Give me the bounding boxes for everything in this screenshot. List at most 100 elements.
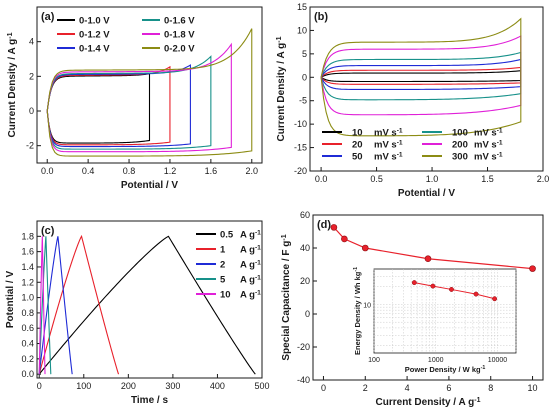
legend-unit-b-1: mV s-1 [374, 139, 403, 151]
x-tick-label-3-0: 0 [321, 383, 326, 393]
y-tick-label-3-2: 0 [305, 309, 310, 319]
inset-x-axis-title: Power Density / W kg-1 [405, 365, 486, 374]
inset-data-point-4 [492, 296, 498, 302]
plot-frame-2 [36, 220, 263, 379]
legend-value-b-0: 10 [352, 128, 363, 139]
legend-value-b-1: 20 [352, 140, 363, 151]
y-axis-title-2: Potential / V [5, 271, 16, 329]
legend-value-c-0: 0.5 [220, 230, 234, 241]
y-tick-label-3-1: -20 [297, 342, 310, 352]
legend-value-c-2: 2 [220, 260, 225, 271]
x-tick-label-2-4: 400 [210, 381, 225, 391]
legend-value-b-2: 50 [352, 152, 363, 163]
panel-2: 0 100 200 300 400 500 0.0 0.2 0.4 0.6 0.8 1.0 1.2 1.4… [5, 220, 270, 406]
x-axis-title-1: Potential / V [398, 188, 456, 199]
x-tick-label-2-3: 300 [165, 381, 180, 391]
x-tick-label-0-3: 1.2 [164, 166, 177, 176]
data-point-d-3 [424, 255, 432, 263]
x-tick-label-0-1: 0.4 [82, 166, 95, 176]
legend-unit-b-3: mV s-1 [474, 127, 503, 139]
legend-value-b-3: 100 [452, 128, 468, 139]
x-axis-title-3: Current Density / A g-1 [376, 397, 481, 409]
panel-0: 0.0 0.4 0.8 1.2 1.6 2.0 -2 0 2 4 Potential / V Curr… [7, 6, 263, 191]
x-tick-label-3-1: 2 [363, 383, 368, 393]
x-axis-title-2: Time / s [131, 395, 168, 406]
series-line-a-2 [46, 64, 191, 148]
y-tick-label-3-0: -40 [297, 375, 310, 385]
x-axis-title-0: Potential / V [121, 180, 179, 191]
panel-label-0: (a) [41, 11, 55, 23]
y-axis-title-1: Current Density / A g-1 [276, 36, 288, 141]
panel-1: 0.0 0.5 1.0 1.5 2.0 -20 -15 -10 -5 0 5 10 15 Potentia… [276, 2, 550, 199]
y-tick-label-1-6: 10 [297, 25, 307, 35]
plot-frame-0 [36, 6, 263, 164]
y-tick-label-3-5: 60 [300, 210, 310, 220]
legend-label-a-0: 0-1.0 V [79, 16, 110, 27]
x-tick-label-0-4: 1.6 [205, 166, 218, 176]
series-line-b-0 [320, 70, 522, 83]
series-line-c-0 [38, 235, 256, 375]
legend-unit-c-2: A g-1 [240, 259, 261, 271]
legend-label-a-2: 0-1.4 V [79, 44, 110, 55]
x-tick-label-3-4: 8 [488, 383, 493, 393]
data-point-d-0 [330, 224, 338, 231]
legend-label-a-3: 0-1.6 V [164, 16, 195, 27]
inset-chart: 100 1000 10000 10 Power Density / W kg-1 Ener… [353, 267, 517, 374]
x-tick-label-2-0: 0 [37, 381, 42, 391]
inset-data-point-2 [449, 286, 454, 292]
legend-unit-b-4: mV s-1 [474, 139, 503, 151]
inset-y-axis-title: Energy Density / Wh kg-1 [353, 267, 362, 355]
plot-frame-1 [309, 6, 544, 172]
y-tick-label-2-8: 1.6 [21, 247, 34, 257]
series-line-b-4 [320, 35, 522, 116]
inset-data-point-3 [473, 291, 479, 297]
legend-value-b-5: 300 [452, 152, 468, 163]
x-tick-label-2-1: 100 [76, 381, 91, 391]
data-point-d-1 [341, 235, 348, 243]
y-tick-label-2-9: 1.8 [21, 231, 34, 241]
legend-value-c-4: 10 [220, 290, 231, 301]
y-tick-label-3-3: 20 [300, 276, 310, 286]
legend-value-c-1: 1 [220, 245, 226, 256]
series-line-a-3 [46, 55, 212, 150]
inset-data-point-1 [430, 283, 436, 289]
y-tick-label-2-5: 1.0 [21, 293, 34, 303]
y-axis-title-0: Current Density / A g-1 [7, 32, 19, 137]
legend-unit-b-0: mV s-1 [374, 127, 403, 139]
y-tick-label-1-0: -20 [294, 166, 307, 176]
data-point-d-2 [361, 244, 369, 252]
legend-unit-c-0: A g-1 [240, 229, 261, 241]
y-tick-label-0-0: -2 [26, 141, 34, 151]
x-tick-label-3-2: 4 [405, 383, 410, 393]
y-tick-label-2-2: 0.4 [21, 339, 34, 349]
series-line-c-2 [38, 236, 73, 375]
panel-label-1: (b) [314, 11, 328, 23]
x-tick-label-1-3: 1.5 [481, 174, 494, 184]
y-tick-label-0-3: 4 [29, 37, 34, 47]
series-line-a-5 [46, 28, 253, 157]
legend-unit-c-1: A g-1 [240, 244, 261, 256]
legend-unit-b-2: mV s-1 [374, 151, 403, 163]
series-line-b-3 [320, 51, 522, 101]
y-tick-label-1-2: -10 [294, 119, 307, 129]
y-tick-label-2-4: 0.8 [21, 308, 34, 318]
y-tick-label-1-5: 5 [302, 49, 307, 59]
inset-data-point-0 [411, 280, 417, 286]
legend-label-a-5: 0-2.0 V [164, 44, 195, 55]
x-tick-label-1-0: 0.0 [315, 174, 328, 184]
inset-x-tick-label-2: 10000 [488, 357, 508, 364]
x-tick-label-0-2: 0.8 [123, 166, 136, 176]
y-tick-label-2-1: 0.2 [21, 354, 34, 364]
legend-value-c-3: 5 [220, 275, 226, 286]
x-tick-label-0-0: 0.0 [41, 166, 54, 176]
legend-unit-c-4: A g-1 [240, 289, 261, 301]
x-tick-label-1-4: 2.0 [537, 174, 550, 184]
legend-unit-b-5: mV s-1 [474, 151, 503, 163]
y-tick-label-2-7: 1.4 [21, 262, 34, 272]
series-line-c-1 [38, 234, 120, 375]
legend-unit-c-3: A g-1 [240, 274, 261, 286]
y-tick-label-1-4: 0 [302, 72, 307, 82]
y-tick-label-1-1: -15 [294, 143, 307, 153]
panel-label-3: (d) [317, 219, 331, 231]
